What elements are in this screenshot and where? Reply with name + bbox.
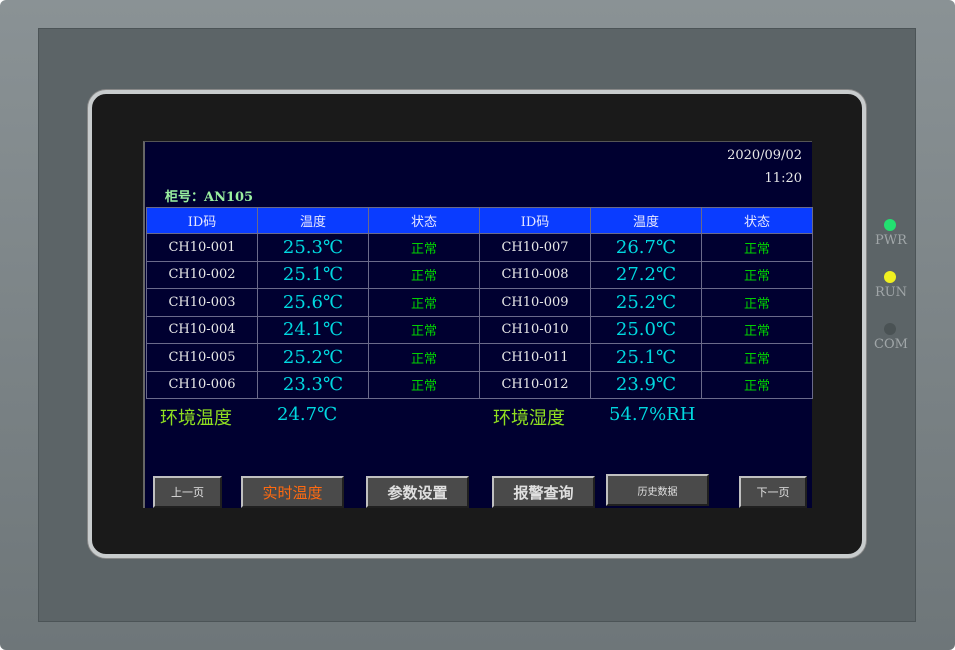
- status-cell: 正常: [701, 315, 813, 344]
- time-display: 11:20: [764, 171, 802, 186]
- temperature-cell: 25.0℃: [590, 315, 702, 344]
- status-cell: 正常: [368, 343, 480, 372]
- table-row: CH10-002 25.1℃ 正常 CH10-008 27.2℃ 正常: [146, 260, 813, 289]
- table-row: CH10-001 25.3℃ 正常 CH10-007 26.7℃ 正常: [146, 233, 813, 262]
- status-cell: 正常: [701, 343, 813, 372]
- column-header: ID码: [479, 207, 591, 234]
- channel-id-cell: CH10-007: [479, 233, 591, 262]
- temperature-cell: 25.1℃: [590, 343, 702, 372]
- cabinet-label: 柜号：AN105: [165, 190, 254, 205]
- table-row: CH10-004 24.1℃ 正常 CH10-010 25.0℃ 正常: [146, 315, 813, 344]
- history-data-button[interactable]: 历史数据: [606, 474, 709, 506]
- channel-id-cell: CH10-002: [146, 260, 258, 289]
- temperature-cell: 26.7℃: [590, 233, 702, 262]
- temperature-cell: 25.1℃: [257, 260, 369, 289]
- status-cell: 正常: [701, 288, 813, 317]
- channel-id-cell: CH10-010: [479, 315, 591, 344]
- channel-id-cell: CH10-008: [479, 260, 591, 289]
- hmi-screen: 2020/09/02 11:20 柜号：AN105 ID码 温度 状态 ID码 温度 状态…: [143, 141, 813, 508]
- env-temp-value: 24.7℃: [277, 404, 338, 425]
- status-cell: 正常: [368, 315, 480, 344]
- status-cell: 正常: [701, 260, 813, 289]
- channel-id-cell: CH10-001: [146, 233, 258, 262]
- column-header: 温度: [257, 207, 369, 234]
- env-humidity-label: 环境湿度: [493, 408, 565, 429]
- table-row: CH10-003 25.6℃ 正常 CH10-009 25.2℃ 正常: [146, 288, 813, 317]
- status-cell: 正常: [701, 370, 813, 399]
- temperature-cell: 25.3℃: [257, 233, 369, 262]
- temperature-cell: 25.6℃: [257, 288, 369, 317]
- column-header: 状态: [368, 207, 480, 234]
- prev-page-button[interactable]: 上一页: [153, 476, 222, 508]
- temperature-cell: 23.3℃: [257, 370, 369, 399]
- run-led-label: RUN: [874, 285, 908, 300]
- temperature-cell: 27.2℃: [590, 260, 702, 289]
- channel-id-cell: CH10-011: [479, 343, 591, 372]
- status-cell: 正常: [701, 233, 813, 262]
- temperature-cell: 25.2℃: [590, 288, 702, 317]
- temperature-cell: 24.1℃: [257, 315, 369, 344]
- env-humidity-value: 54.7%RH: [609, 404, 696, 425]
- temperature-cell: 25.2℃: [257, 343, 369, 372]
- channel-id-cell: CH10-003: [146, 288, 258, 317]
- table-row: CH10-005 25.2℃ 正常 CH10-011 25.1℃ 正常: [146, 343, 813, 372]
- alarm-query-button[interactable]: 报警查询: [492, 476, 595, 508]
- env-temp-label: 环境温度: [160, 408, 232, 429]
- table-row: CH10-006 23.3℃ 正常 CH10-012 23.9℃ 正常: [146, 370, 813, 399]
- temperature-table: ID码 温度 状态 ID码 温度 状态 CH10-001 25.3℃ 正常 CH10-007 26…: [146, 207, 813, 399]
- status-cell: 正常: [368, 233, 480, 262]
- run-led-icon: [884, 271, 896, 283]
- channel-id-cell: CH10-012: [479, 370, 591, 399]
- channel-id-cell: CH10-009: [479, 288, 591, 317]
- com-led-icon: [884, 323, 896, 335]
- channel-id-cell: CH10-005: [146, 343, 258, 372]
- status-cell: 正常: [368, 370, 480, 399]
- status-cell: 正常: [368, 260, 480, 289]
- next-page-button[interactable]: 下一页: [739, 476, 807, 508]
- column-header: ID码: [146, 207, 258, 234]
- com-led-label: COM: [874, 337, 908, 352]
- channel-id-cell: CH10-006: [146, 370, 258, 399]
- date-display: 2020/09/02: [727, 148, 802, 163]
- pwr-led-icon: [884, 219, 896, 231]
- column-header: 温度: [590, 207, 702, 234]
- param-settings-button[interactable]: 参数设置: [366, 476, 469, 508]
- status-cell: 正常: [368, 288, 480, 317]
- column-header: 状态: [701, 207, 813, 234]
- temperature-cell: 23.9℃: [590, 370, 702, 399]
- realtime-temp-button[interactable]: 实时温度: [241, 476, 344, 508]
- pwr-led-label: PWR: [875, 233, 907, 248]
- channel-id-cell: CH10-004: [146, 315, 258, 344]
